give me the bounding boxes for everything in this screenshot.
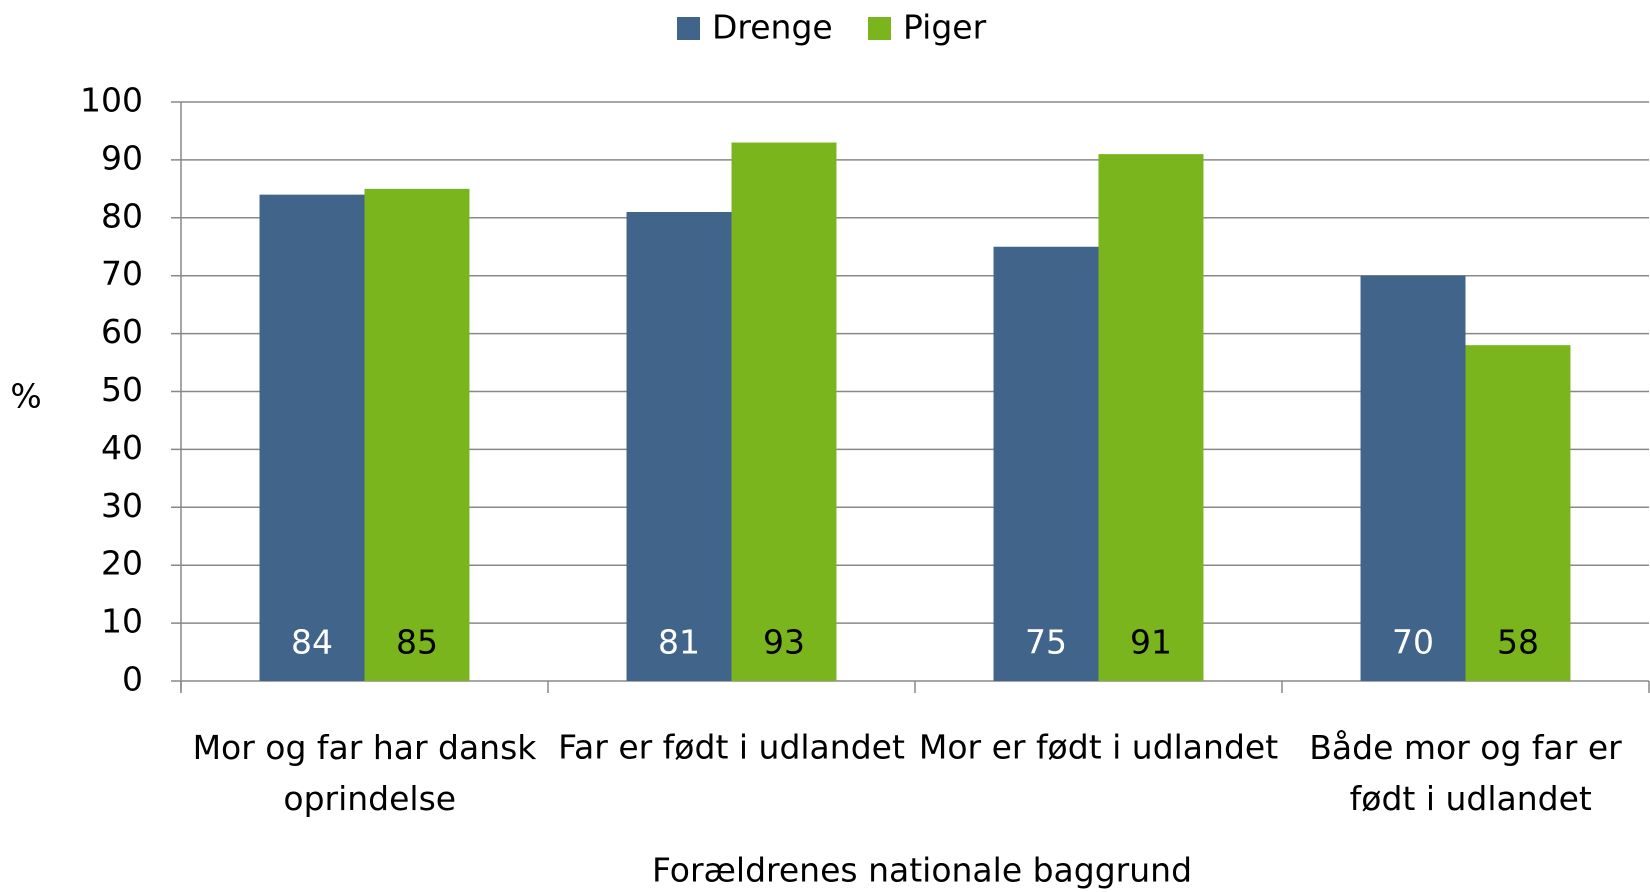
value-label: 75 — [1025, 623, 1067, 662]
x-tick-label: Både mor og far er født i udlandet — [1309, 728, 1622, 818]
y-tick-label: 30 — [101, 486, 143, 525]
legend-swatch — [677, 17, 700, 40]
y-tick-label: 70 — [101, 254, 143, 293]
x-tick-label: Mor og far har dansk oprindelse — [193, 728, 538, 818]
bar — [626, 212, 732, 681]
bar — [1465, 345, 1571, 681]
y-tick-label: 90 — [101, 138, 143, 177]
x-axis-label: Forældrenes nationale baggrund — [652, 851, 1192, 890]
y-tick-label: 10 — [101, 602, 143, 641]
legend-label: Piger — [903, 8, 987, 47]
value-label: 93 — [763, 623, 805, 662]
bar — [993, 246, 1099, 681]
bar — [364, 188, 470, 681]
legend-swatch — [868, 17, 891, 40]
y-tick-label: 50 — [101, 370, 143, 409]
y-tick-label: 20 — [101, 544, 143, 583]
value-label: 58 — [1497, 623, 1539, 662]
value-label: 84 — [291, 623, 333, 662]
x-tick-label: Mor er født i udlandet — [919, 728, 1278, 767]
y-tick-label: 0 — [122, 660, 143, 699]
y-tick-label: 80 — [101, 196, 143, 235]
y-tick-label: 100 — [80, 81, 143, 120]
value-label: 91 — [1130, 623, 1172, 662]
value-label: 70 — [1392, 623, 1434, 662]
bar — [731, 142, 837, 681]
bar — [1360, 275, 1466, 681]
y-tick-label: 60 — [101, 312, 143, 351]
y-tick-label: 40 — [101, 428, 143, 467]
y-axis-label: % — [10, 377, 41, 416]
bar — [259, 194, 365, 681]
legend-label: Drenge — [712, 8, 833, 47]
x-tick-label: Far er født i udlandet — [558, 728, 905, 767]
value-label: 81 — [658, 623, 700, 662]
value-label: 85 — [396, 623, 438, 662]
bar — [1098, 154, 1204, 682]
